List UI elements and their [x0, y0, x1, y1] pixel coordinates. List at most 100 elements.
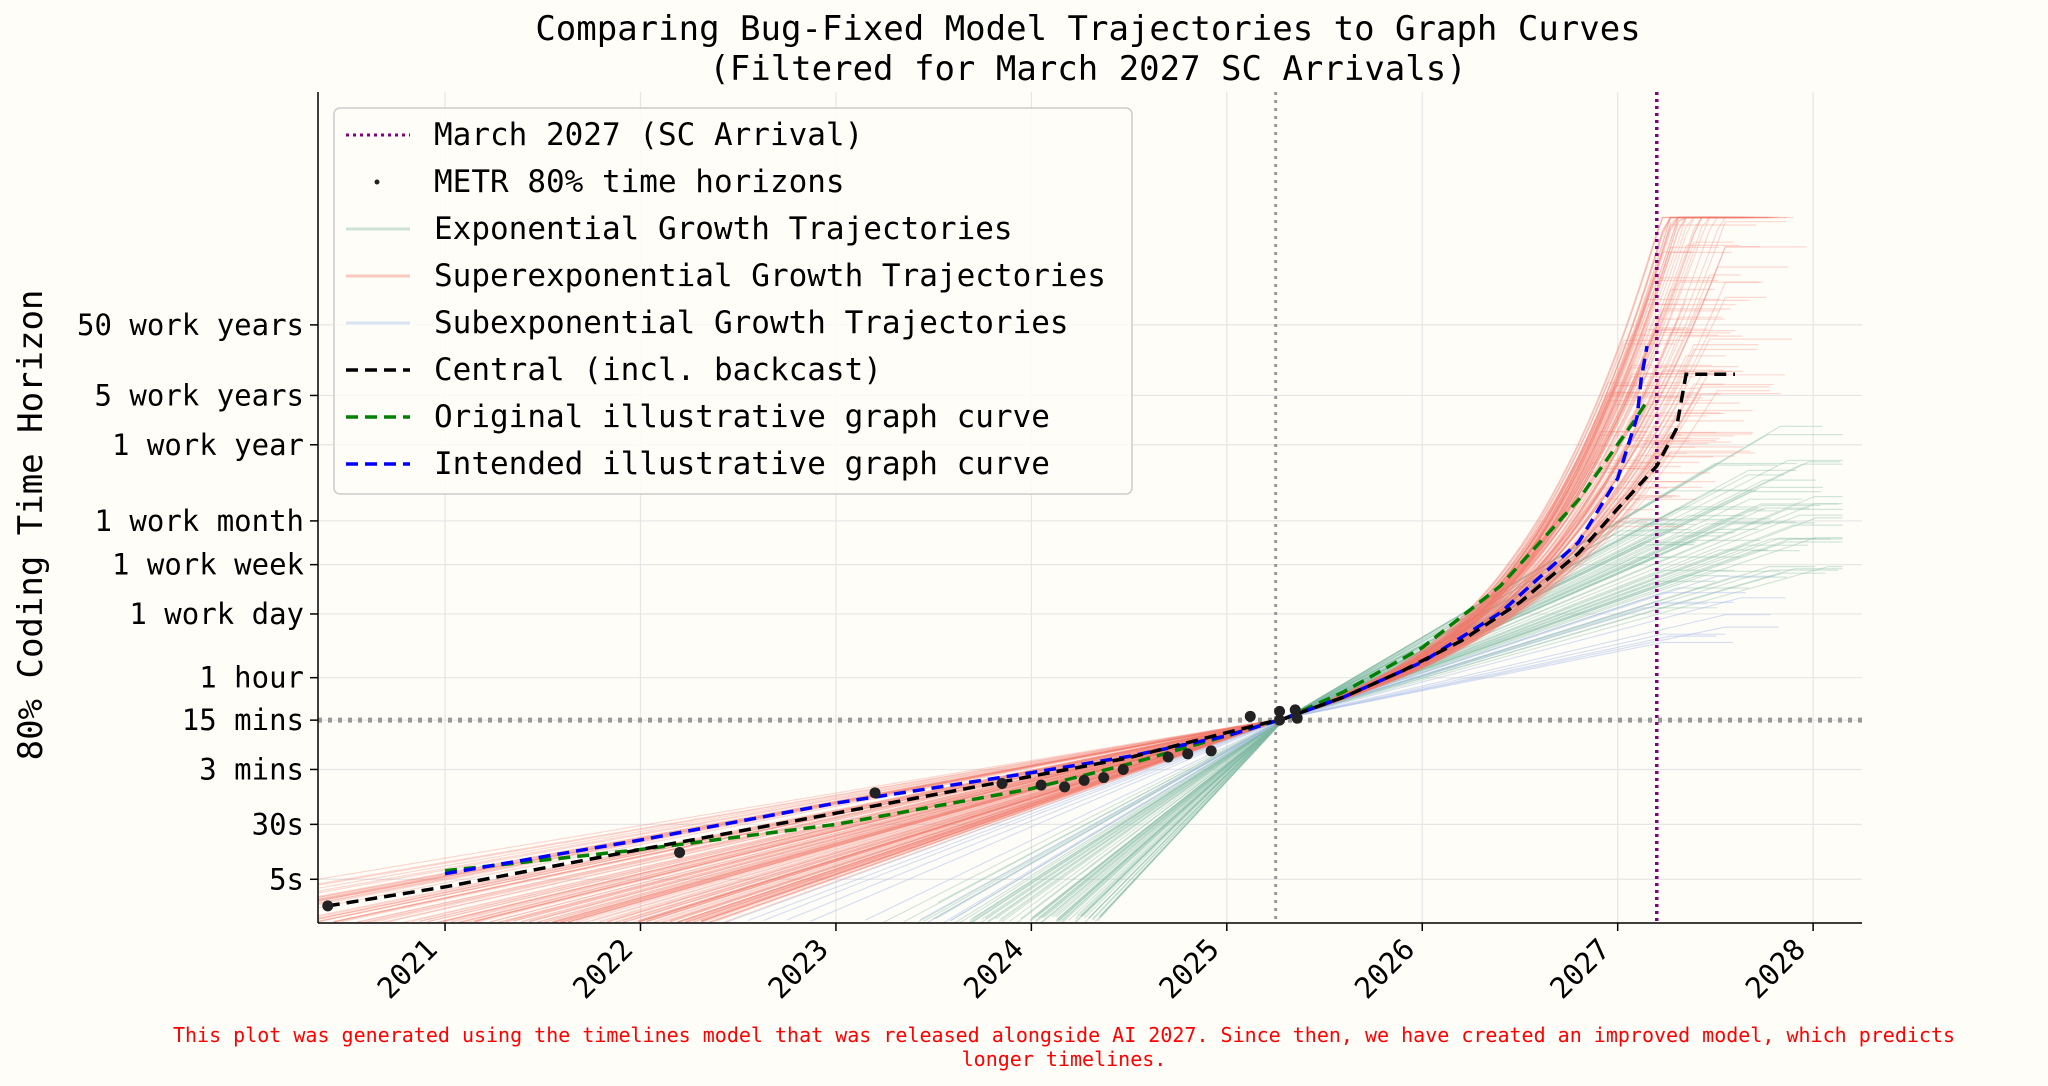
superexponential-trajectory [317, 426, 1682, 906]
superexponential-trajectory [474, 397, 1704, 923]
exponential-trajectory [1057, 461, 1840, 922]
superexponential-trajectory [528, 486, 1703, 923]
exponential-trajectory [955, 537, 1843, 923]
exponential-trajectory [918, 569, 1839, 923]
y-tick-label: 1 work week [112, 548, 305, 582]
superexponential-trajectory [622, 431, 1717, 923]
subexponential-trajectory [724, 641, 1733, 924]
legend-item-exponential: Exponential Growth Trajectories [346, 211, 1013, 247]
superexponential-trajectory [356, 339, 1684, 923]
superexponential-trajectory [708, 487, 1667, 924]
y-axis-ticks: 5s 30s 3 mins 15 mins 1 hour 1 work day 1 work… [77, 308, 318, 896]
y-tick-label: 1 work day [129, 597, 304, 631]
subexponential-trajectory [864, 597, 1786, 921]
metr-point [869, 787, 881, 799]
legend-item-central: Central (incl. backcast) [346, 352, 882, 388]
metr-point [674, 846, 686, 858]
superexponential-trajectory [333, 393, 1781, 923]
subexponential-trajectory [786, 633, 1726, 921]
chart-title: Comparing Bug-Fixed Model Trajectories t… [535, 9, 1640, 49]
exponential-trajectory [1076, 529, 1691, 917]
superexponential-trajectory [536, 216, 1779, 923]
superexponential-trajectory [716, 412, 1725, 922]
exponential-trajectory [1099, 425, 1823, 918]
exponential-trajectory [1084, 518, 1723, 923]
superexponential-trajectory [669, 390, 1770, 923]
legend-label: Original illustrative graph curve [434, 399, 1050, 435]
exponential-trajectory [1058, 463, 1843, 921]
exponential-trajectory [1041, 523, 1771, 923]
superexponential-trajectory [544, 443, 1708, 923]
exponential-trajectory [1029, 507, 1810, 922]
superexponential-trajectory [677, 455, 1671, 923]
superexponential-trajectory [677, 332, 1731, 923]
superexponential-trajectory [638, 277, 1717, 923]
superexponential-trajectory [489, 370, 1743, 923]
superexponential-trajectory [427, 468, 1660, 923]
superexponential-trajectory [646, 431, 1651, 923]
superexponential-trajectory [474, 376, 1696, 923]
reference-lines [318, 92, 1862, 923]
plot-area [317, 92, 1862, 924]
superexponential-trajectory [560, 216, 1711, 923]
exponential-trajectory [937, 572, 1826, 904]
metr-point [1117, 763, 1129, 775]
exponential-trajectory [1075, 469, 1797, 923]
superexponential-trajectory [450, 296, 1767, 922]
legend-label: Exponential Growth Trajectories [434, 211, 1013, 247]
superexponential-trajectory [333, 521, 1648, 923]
superexponential-trajectory [317, 369, 1724, 880]
metr-point [1274, 714, 1286, 726]
exponential-trajectory [1059, 479, 1816, 923]
superexponential-trajectory [693, 303, 1682, 923]
legend-label: March 2027 (SC Arrival) [434, 117, 863, 153]
series-lines [327, 345, 1735, 908]
y-tick-label: 1 hour [199, 661, 304, 695]
superexponential-trajectory [497, 216, 1719, 924]
metr-point [1162, 751, 1174, 763]
metr-point [322, 900, 334, 912]
exponential-trajectory [1080, 506, 1758, 917]
superexponential-trajectory [466, 383, 1724, 924]
subexponential-trajectory [747, 626, 1779, 922]
exponential-trajectory [1082, 523, 1697, 918]
exponential-trajectory [971, 550, 1800, 923]
exponential-trajectory [1038, 521, 1797, 919]
y-tick-label: 3 mins [199, 752, 304, 786]
exponential-trajectory [1088, 534, 1665, 919]
exponential-trajectory [1043, 518, 1771, 918]
metr-point [1274, 705, 1286, 717]
metr-point [1244, 710, 1256, 722]
metr-point [1098, 772, 1110, 784]
superexponential-trajectory [505, 391, 1664, 923]
superexponential-trajectory [568, 399, 1713, 923]
superexponential-trajectory [661, 221, 1787, 923]
y-tick-label: 1 work month [94, 504, 304, 538]
superexponential-trajectory [560, 452, 1756, 924]
superexponential-trajectory [552, 367, 1668, 923]
superexponential-trajectory [669, 471, 1623, 922]
superexponential-trajectory [700, 216, 1717, 923]
superexponential-trajectory [317, 382, 1684, 898]
superexponential-trajectory [568, 216, 1744, 923]
superexponential-trajectory [317, 281, 1763, 923]
superexponential-trajectory [700, 327, 1688, 922]
legend-item-intended: Intended illustrative graph curve [346, 446, 1050, 482]
superexponential-trajectory [497, 288, 1715, 923]
central-curve [327, 372, 1735, 908]
y-tick-label: 50 work years [77, 308, 304, 342]
superexponential-trajectory [317, 395, 1693, 900]
superexponential-trajectory [544, 216, 1794, 923]
exponential-trajectory [1099, 490, 1757, 918]
superexponential-trajectory [622, 415, 1707, 924]
legend-label: METR 80% time horizons [434, 164, 845, 200]
legend-label: Central (incl. backcast) [434, 352, 882, 388]
exponential-trajectory [1035, 528, 1759, 918]
superexponential-trajectory [317, 281, 1760, 902]
superexponential-trajectory [317, 216, 1756, 898]
superexponential-trajectory [435, 348, 1758, 924]
y-tick-label: 5s [269, 862, 304, 896]
footnote-line-1: This plot was generated using the timeli… [173, 1023, 1955, 1047]
metr-point [996, 777, 1008, 789]
